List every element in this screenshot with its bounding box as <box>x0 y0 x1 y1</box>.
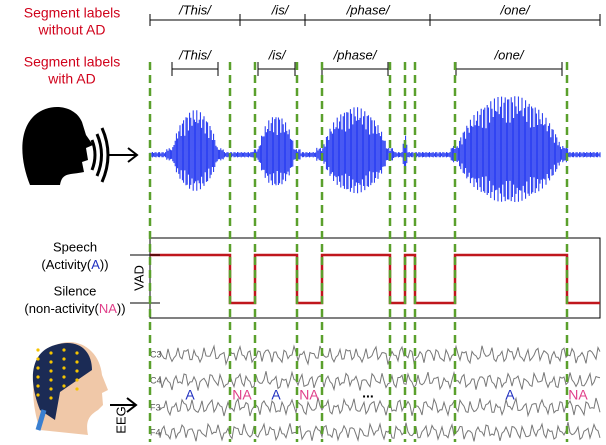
label: without AD <box>38 22 106 38</box>
channel: C4 <box>150 375 162 385</box>
electrode <box>75 387 79 391</box>
electrode <box>36 357 40 361</box>
electrode <box>49 396 53 400</box>
electrode <box>62 375 66 379</box>
label: Segment labels <box>24 54 121 70</box>
electrode <box>49 351 53 355</box>
electrode <box>49 360 53 364</box>
annotation: A <box>185 387 195 403</box>
annotation: NA <box>232 387 252 403</box>
segment-bracket <box>149 14 601 26</box>
segment-label: /is/ <box>271 2 290 17</box>
label: Segment labels <box>24 5 121 21</box>
eeg-trace <box>159 370 601 392</box>
annotation: A <box>505 387 515 403</box>
annotation: ... <box>362 385 374 401</box>
electrode <box>36 384 40 388</box>
electrode <box>75 369 79 373</box>
tick <box>130 254 160 304</box>
segment-label: /phase/ <box>333 47 378 62</box>
electrode <box>62 357 66 361</box>
segment-label: /This/ <box>178 2 212 17</box>
vad-box <box>149 237 601 319</box>
channel: F4 <box>150 427 161 437</box>
electrode <box>62 348 66 352</box>
electrode <box>36 348 40 352</box>
axis-label: VAD <box>131 265 146 291</box>
segment-label: /is/ <box>268 47 287 62</box>
channel: F3 <box>150 402 161 412</box>
label: Speech <box>53 239 97 254</box>
segment-label: /one/ <box>500 2 531 17</box>
electrode <box>36 375 40 379</box>
electrode <box>75 360 79 364</box>
label: Silence <box>54 283 97 298</box>
eeg-trace <box>159 421 601 442</box>
eeg-traces <box>159 344 601 442</box>
segment-label: /one/ <box>494 47 525 62</box>
head-icon <box>32 342 108 435</box>
segment-label: /This/ <box>178 47 212 62</box>
label: (non-activity(NA)) <box>24 301 125 316</box>
waveform <box>149 96 601 202</box>
eeg-trace <box>159 396 601 418</box>
electrode <box>75 378 79 382</box>
axis-label: EEG <box>113 406 128 433</box>
waveform-path <box>149 96 601 202</box>
electrode <box>62 384 66 388</box>
vad-signal <box>150 253 600 305</box>
electrode <box>49 387 53 391</box>
electrode <box>49 378 53 382</box>
label: (Activity(A)) <box>41 257 108 272</box>
label: with AD <box>47 71 95 87</box>
electrode <box>75 351 79 355</box>
electrode <box>36 393 40 397</box>
annotation: NA <box>568 387 588 403</box>
electrode <box>49 369 53 373</box>
boundary-lines <box>148 62 569 442</box>
speaker-icon <box>22 106 139 185</box>
annotation: A <box>271 387 281 403</box>
annotation: NA <box>299 387 319 403</box>
channel: C3 <box>150 349 162 359</box>
eeg-trace <box>159 344 601 366</box>
electrode <box>62 366 66 370</box>
arrow <box>110 397 138 413</box>
electrode <box>36 366 40 370</box>
segment-label: /phase/ <box>346 2 391 17</box>
